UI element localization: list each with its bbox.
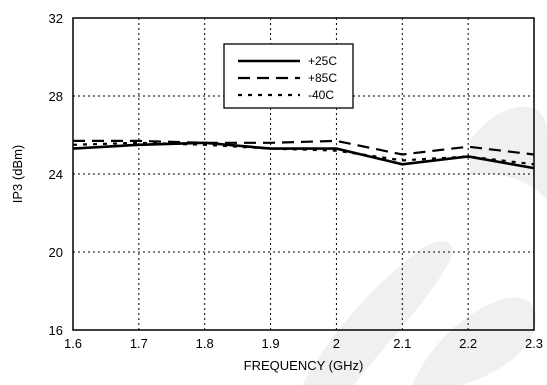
legend-box: [223, 43, 354, 109]
legend-label-2: -40C: [308, 88, 334, 102]
x-tick-label: 2.2: [459, 336, 477, 351]
watermark-stroke-1: [412, 297, 536, 385]
x-tick-label: 2: [333, 336, 340, 351]
y-tick-label: 32: [49, 11, 63, 26]
watermark-letters: [302, 106, 547, 385]
x-tick-label: 2.1: [393, 336, 411, 351]
y-tick-label: 24: [49, 167, 63, 182]
x-tick-label: 1.9: [262, 336, 280, 351]
y-tick-label: 16: [49, 323, 63, 338]
watermark-stroke-0: [302, 241, 453, 385]
legend-label-1: +85C: [308, 71, 337, 85]
series-line-0: [72, 141, 535, 170]
y-axis-label: IP3 (dBm): [10, 145, 25, 204]
axis-ticks: 1.6 1.7 1.8 1.9 2 2.1 2.2 2.3 16 20 24 28 32: [49, 11, 544, 351]
plot-frame: [72, 17, 535, 331]
series-line-1: [73, 139, 535, 156]
legend: +25C +85C -40C: [223, 43, 354, 109]
y-tick-label: 20: [49, 245, 63, 260]
x-tick-label: 1.7: [130, 336, 148, 351]
y-tick-label: 28: [49, 89, 63, 104]
series-line-2: [72, 141, 535, 166]
x-tick-label: 2.3: [525, 336, 543, 351]
x-tick-label: 1.8: [196, 336, 214, 351]
x-tick-label: 1.6: [64, 336, 82, 351]
series-lines: [72, 139, 535, 170]
x-axis-label: FREQUENCY (GHz): [244, 358, 364, 373]
legend-label-0: +25C: [308, 54, 337, 68]
watermark-stroke-2: [470, 106, 547, 200]
